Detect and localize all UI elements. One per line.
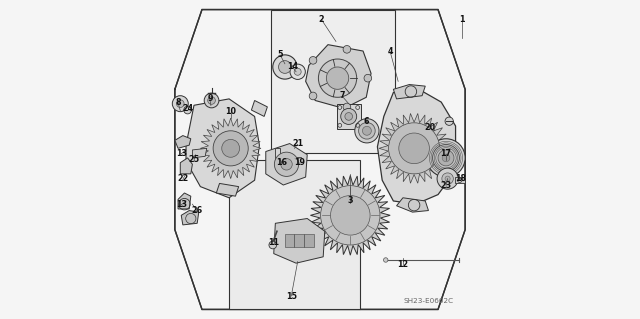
Polygon shape: [193, 148, 207, 158]
Circle shape: [343, 103, 351, 111]
Polygon shape: [175, 10, 465, 309]
Polygon shape: [229, 160, 360, 309]
Circle shape: [364, 74, 372, 82]
Polygon shape: [379, 114, 449, 183]
Polygon shape: [294, 234, 304, 247]
Text: 21: 21: [292, 139, 303, 148]
Polygon shape: [271, 10, 395, 153]
Text: 18: 18: [455, 174, 466, 183]
Polygon shape: [306, 45, 371, 108]
Polygon shape: [394, 85, 425, 99]
Circle shape: [208, 97, 216, 104]
Polygon shape: [275, 148, 280, 163]
Text: 20: 20: [424, 123, 436, 132]
Text: 3: 3: [348, 197, 353, 205]
Text: 6: 6: [364, 117, 369, 126]
Polygon shape: [310, 175, 390, 255]
Circle shape: [438, 150, 454, 166]
Text: 13: 13: [176, 149, 187, 158]
Text: 7: 7: [340, 91, 345, 100]
Polygon shape: [304, 234, 314, 247]
Text: 25: 25: [188, 155, 200, 164]
Text: 13: 13: [176, 200, 187, 209]
Circle shape: [345, 113, 353, 120]
Polygon shape: [454, 177, 465, 183]
Polygon shape: [216, 183, 239, 196]
Circle shape: [388, 123, 440, 174]
Polygon shape: [180, 158, 193, 174]
Circle shape: [273, 55, 297, 79]
Circle shape: [326, 67, 349, 89]
Text: 2: 2: [319, 15, 324, 24]
Polygon shape: [285, 234, 294, 247]
Polygon shape: [252, 100, 268, 116]
Circle shape: [433, 145, 460, 171]
Polygon shape: [178, 193, 191, 209]
Text: 5: 5: [277, 50, 283, 59]
Text: 10: 10: [225, 107, 236, 116]
Text: 8: 8: [175, 98, 181, 107]
Polygon shape: [175, 136, 191, 148]
Text: 23: 23: [440, 181, 452, 189]
Polygon shape: [181, 211, 199, 225]
Circle shape: [221, 139, 239, 157]
Text: 14: 14: [287, 63, 298, 71]
Text: 16: 16: [276, 158, 287, 167]
Text: 19: 19: [294, 158, 305, 167]
Polygon shape: [337, 104, 361, 129]
Polygon shape: [266, 144, 307, 185]
Circle shape: [362, 126, 371, 135]
Text: 24: 24: [182, 104, 193, 113]
Circle shape: [343, 46, 351, 53]
Circle shape: [442, 154, 450, 162]
Circle shape: [437, 168, 458, 189]
Circle shape: [204, 93, 219, 108]
Circle shape: [355, 119, 379, 143]
Circle shape: [330, 196, 370, 235]
Circle shape: [278, 61, 291, 73]
Text: 11: 11: [268, 238, 279, 247]
Circle shape: [290, 64, 305, 79]
Circle shape: [269, 241, 276, 249]
Circle shape: [281, 159, 292, 170]
Circle shape: [399, 133, 429, 164]
Circle shape: [358, 122, 375, 139]
Circle shape: [213, 131, 248, 166]
Circle shape: [309, 92, 317, 100]
Text: 22: 22: [177, 174, 188, 183]
Circle shape: [309, 56, 317, 64]
Text: 1: 1: [460, 15, 465, 24]
Polygon shape: [274, 219, 324, 263]
Circle shape: [321, 186, 380, 245]
Circle shape: [177, 100, 184, 108]
Circle shape: [184, 106, 191, 114]
Polygon shape: [200, 118, 261, 179]
Text: 17: 17: [440, 149, 451, 158]
Text: SH23-E0602C: SH23-E0602C: [403, 299, 454, 304]
Circle shape: [427, 139, 465, 177]
Text: 12: 12: [397, 260, 408, 269]
Polygon shape: [186, 99, 259, 198]
Text: 15: 15: [286, 292, 297, 301]
Text: 4: 4: [387, 47, 393, 56]
Polygon shape: [378, 89, 456, 204]
Circle shape: [340, 108, 356, 124]
Circle shape: [275, 152, 299, 176]
Circle shape: [294, 68, 301, 75]
Text: 9: 9: [207, 94, 212, 103]
Circle shape: [445, 176, 450, 181]
Circle shape: [445, 117, 453, 125]
Polygon shape: [397, 198, 428, 212]
Circle shape: [319, 59, 356, 97]
Circle shape: [442, 173, 453, 184]
Circle shape: [172, 96, 188, 112]
Circle shape: [383, 258, 388, 262]
Text: 26: 26: [191, 206, 203, 215]
